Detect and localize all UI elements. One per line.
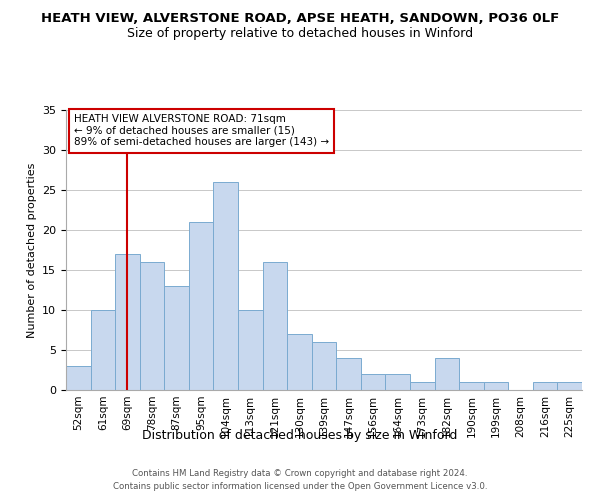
Bar xyxy=(66,366,91,390)
Bar xyxy=(140,262,164,390)
Bar xyxy=(434,358,459,390)
Text: Contains HM Land Registry data © Crown copyright and database right 2024.: Contains HM Land Registry data © Crown c… xyxy=(132,468,468,477)
Bar xyxy=(164,286,189,390)
Bar xyxy=(385,374,410,390)
Bar xyxy=(263,262,287,390)
Bar xyxy=(91,310,115,390)
Text: Contains public sector information licensed under the Open Government Licence v3: Contains public sector information licen… xyxy=(113,482,487,491)
Bar xyxy=(484,382,508,390)
Bar xyxy=(459,382,484,390)
Text: Size of property relative to detached houses in Winford: Size of property relative to detached ho… xyxy=(127,28,473,40)
Bar xyxy=(214,182,238,390)
Bar xyxy=(410,382,434,390)
Bar xyxy=(189,222,214,390)
Y-axis label: Number of detached properties: Number of detached properties xyxy=(26,162,37,338)
Bar xyxy=(533,382,557,390)
Bar xyxy=(115,254,140,390)
Bar xyxy=(361,374,385,390)
Bar xyxy=(287,334,312,390)
Bar xyxy=(238,310,263,390)
Bar xyxy=(312,342,336,390)
Text: HEATH VIEW, ALVERSTONE ROAD, APSE HEATH, SANDOWN, PO36 0LF: HEATH VIEW, ALVERSTONE ROAD, APSE HEATH,… xyxy=(41,12,559,26)
Bar xyxy=(336,358,361,390)
Text: Distribution of detached houses by size in Winford: Distribution of detached houses by size … xyxy=(142,428,458,442)
Bar xyxy=(557,382,582,390)
Text: HEATH VIEW ALVERSTONE ROAD: 71sqm
← 9% of detached houses are smaller (15)
89% o: HEATH VIEW ALVERSTONE ROAD: 71sqm ← 9% o… xyxy=(74,114,329,148)
